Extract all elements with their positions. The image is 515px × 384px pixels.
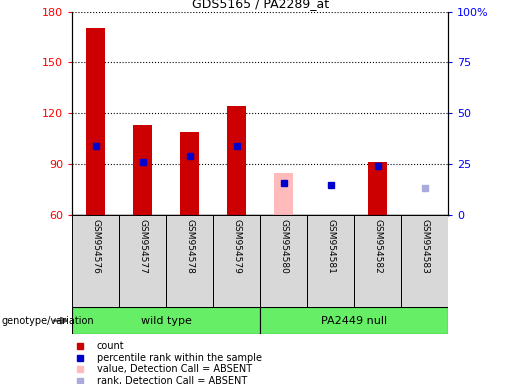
Text: GSM954578: GSM954578	[185, 219, 194, 274]
Text: percentile rank within the sample: percentile rank within the sample	[96, 353, 262, 363]
Bar	[227, 106, 246, 215]
Text: GSM954580: GSM954580	[279, 219, 288, 274]
Bar	[213, 215, 260, 307]
Text: GSM954579: GSM954579	[232, 219, 241, 274]
Text: GSM954581: GSM954581	[326, 219, 335, 274]
Text: GSM954582: GSM954582	[373, 219, 382, 273]
Bar	[401, 215, 448, 307]
Text: genotype/variation: genotype/variation	[1, 316, 94, 326]
Bar	[368, 162, 387, 215]
Bar	[274, 173, 293, 215]
Text: wild type: wild type	[141, 316, 192, 326]
Bar	[260, 215, 307, 307]
Bar	[72, 215, 119, 307]
Bar	[307, 215, 354, 307]
Text: GSM954577: GSM954577	[138, 219, 147, 274]
Text: GSM954576: GSM954576	[91, 219, 100, 274]
Text: PA2449 null: PA2449 null	[321, 316, 387, 326]
Bar	[180, 132, 199, 215]
Bar	[133, 125, 152, 215]
Text: count: count	[96, 341, 124, 351]
Text: value, Detection Call = ABSENT: value, Detection Call = ABSENT	[96, 364, 252, 374]
Text: GSM954583: GSM954583	[420, 219, 429, 274]
Bar	[86, 28, 105, 215]
Bar	[166, 215, 213, 307]
Bar	[72, 307, 260, 334]
Title: GDS5165 / PA2289_at: GDS5165 / PA2289_at	[192, 0, 329, 10]
Bar	[354, 215, 401, 307]
Bar	[119, 215, 166, 307]
Bar	[260, 307, 448, 334]
Text: rank, Detection Call = ABSENT: rank, Detection Call = ABSENT	[96, 376, 247, 384]
